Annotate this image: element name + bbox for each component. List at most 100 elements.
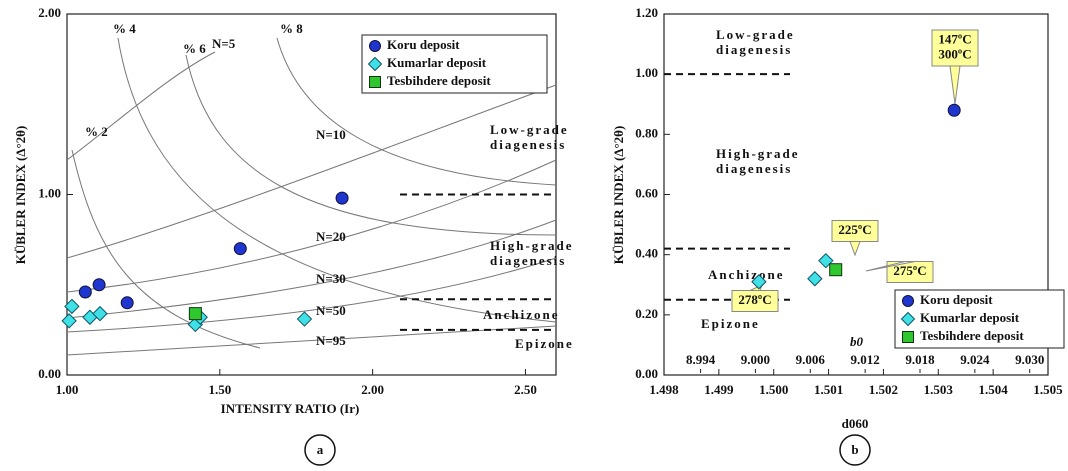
x2-tick-label: 9.012 [851,352,880,367]
x-tick-label: 1.503 [924,382,954,397]
x-tick-label: 1.498 [649,382,679,397]
isoline [66,325,557,356]
y-tick-label: 2.00 [38,5,61,20]
x-tick-label: 1.505 [1033,382,1063,397]
callout [731,284,779,312]
isoline-label: N=95 [316,333,346,348]
x-tick-label: 1.502 [869,382,898,397]
y-tick-label: 0.00 [635,366,658,381]
panel-label: a [317,442,324,457]
isoline [185,54,557,236]
point [233,242,247,256]
point [64,298,80,315]
isoline [66,159,557,293]
point [947,103,961,117]
isoline [71,149,261,349]
isoline-label: % 8 [280,21,303,36]
y-tick-label: 1.00 [38,185,61,200]
isoline-label: N=30 [316,271,346,286]
x2-tick-label: 8.994 [686,352,716,367]
legend-label: Koru deposit [387,37,460,52]
zone-label: Anchizone [483,307,560,322]
point [61,313,77,329]
legend-box [361,34,548,94]
panel-circle [839,434,871,466]
x-axis-label: d060 [842,416,869,431]
legend-label: Koru deposit [920,292,993,307]
x-tick-label: 2.00 [361,382,384,397]
x2-axis-label: b0 [850,334,864,349]
zone-label: Low-grade [490,122,569,137]
point [78,285,92,299]
point [807,271,823,287]
x-tick-label: 1.500 [759,382,788,397]
zone-label: Epizone [701,316,760,331]
isoline-label: N=20 [316,229,346,244]
legend-marker [369,40,381,52]
isoline [66,51,216,161]
legend-label: Kumarlar deposit [387,55,487,70]
isoline [66,84,557,259]
callout-label: 278ºC [738,292,771,307]
x2-tick-label: 9.030 [1015,352,1044,367]
x-tick-label: 1.00 [56,382,79,397]
callout [831,220,879,257]
isoline-label: % 6 [183,41,206,56]
zone-label: High-grade [490,238,574,253]
point [188,307,202,321]
legend-marker [900,311,916,327]
isoline-label: % 2 [85,124,108,139]
isoline [276,37,557,186]
isoline-label: % 4 [113,21,136,36]
isoline-label: N=5 [212,36,236,51]
zone-label: diagenesis [490,137,566,152]
y-tick-label: 0.00 [38,366,61,381]
zone-label: Anchizone [708,267,785,282]
panel-label: b [851,442,858,457]
isoline [117,37,557,323]
x-tick-label: 1.50 [208,382,231,397]
y-tick-label: 0.80 [635,125,658,140]
point [92,278,106,292]
zone-label: diagenesis [490,253,566,268]
point [751,274,767,290]
y-tick-label: 1.00 [635,65,658,80]
x2-tick-label: 9.018 [905,352,935,367]
callout-label: 300ºC [938,46,971,61]
x-tick-label: 1.499 [704,382,734,397]
x2-tick-label: 9.024 [960,352,990,367]
x-axis-label: INTENSITY RATIO (Ir) [221,401,360,416]
y-axis-label: KÜBLER INDEX (Δ°2θ) [13,126,28,265]
x-tick-label: 1.501 [814,382,843,397]
y-axis-label: KÜBLER INDEX (Δ°2θ) [611,126,626,265]
legend-marker [902,295,914,307]
x2-tick-label: 9.006 [796,352,826,367]
legend-marker [902,331,914,343]
y-tick-label: 0.20 [635,306,658,321]
point [829,263,843,277]
legend-box [894,289,1065,349]
zone-label: High-grade [716,146,800,161]
point [335,191,349,205]
y-tick-label: 1.20 [635,5,658,20]
x-tick-label: 1.504 [979,382,1009,397]
zone-label: diagenesis [716,161,792,176]
point [120,296,134,310]
zone-label: Low-grade [716,27,795,42]
x-tick-label: 2.50 [514,382,537,397]
callout-label: 275ºC [893,263,926,278]
zone-label: Epizone [515,336,574,351]
y-tick-label: 0.60 [635,185,658,200]
isoline-label: N=50 [316,303,346,318]
legend-label: Tesbihdere deposit [387,73,491,88]
isoline [66,219,557,319]
legend-marker [367,56,383,72]
legend-label: Kumarlar deposit [920,310,1020,325]
panel-circle [304,434,336,466]
point [296,311,313,327]
y-tick-label: 0.40 [635,246,658,261]
callout-label: 225ºC [838,222,871,237]
zone-label: diagenesis [716,42,792,57]
callout-label: 147ºC [938,31,971,46]
